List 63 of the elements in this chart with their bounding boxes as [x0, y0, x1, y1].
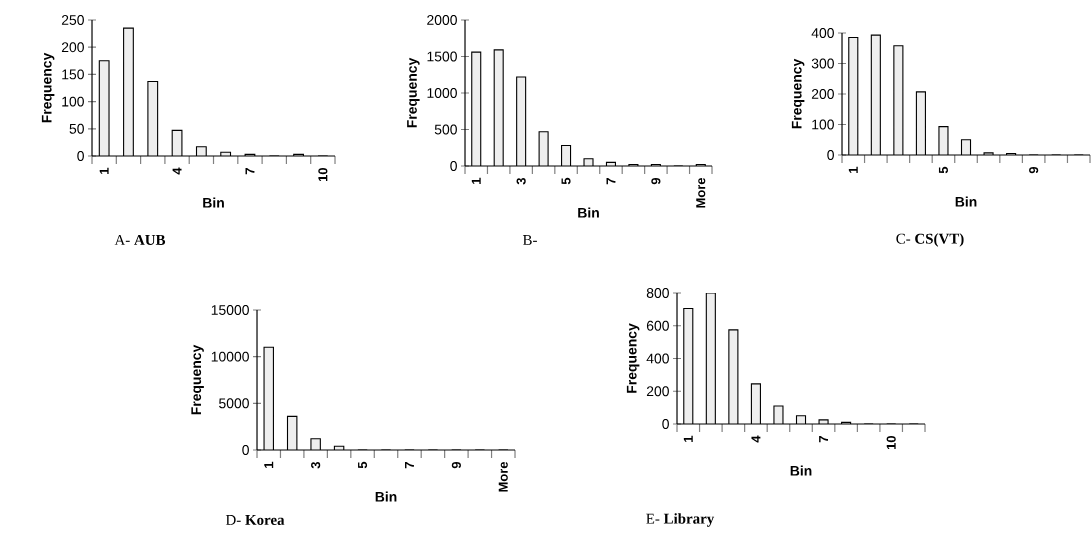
x-tick-label: 1: [471, 177, 481, 184]
x-tick-label: 9: [1029, 166, 1039, 174]
x-tick-label: 5: [358, 461, 368, 469]
y-tick-label: 200: [811, 89, 834, 99]
y-axis-title: Frequency: [407, 57, 420, 128]
y-tick-label: 0: [662, 419, 669, 429]
x-tick-label: 1: [683, 435, 693, 442]
text: D- Korea: [225, 515, 285, 525]
y-axis-title: Frequency: [191, 344, 204, 415]
x-tick-label: 10: [318, 168, 328, 182]
y-tick-label: 200: [61, 42, 84, 53]
x-tick-label: 3: [311, 461, 321, 469]
y-tick-label: 0: [827, 150, 834, 160]
y-tick-label: 10000: [211, 351, 249, 362]
x-tick-label: 1: [264, 461, 274, 468]
y-tick-label: 1500: [427, 51, 457, 62]
x-tick-label: 7: [606, 178, 616, 185]
y-tick-label: 2000: [427, 15, 457, 25]
y-tick-label: 0: [77, 151, 84, 161]
y-tick-label: 200: [646, 386, 669, 397]
x-tick-label: 7: [405, 462, 414, 469]
y-tick-label: 0: [242, 445, 249, 455]
text: C- CS(VT): [896, 233, 964, 247]
x-tick-label: 5: [938, 166, 948, 174]
y-tick-label: 400: [646, 353, 669, 364]
x-tick-label: More: [696, 177, 706, 208]
y-tick-label: 50: [69, 123, 84, 134]
y-tick-label: 5000: [219, 398, 249, 409]
y-tick-label: 400: [811, 28, 834, 38]
y-axis-title: Frequency: [626, 323, 640, 393]
x-tick-label: 9: [451, 461, 461, 469]
y-tick-label: 100: [62, 96, 84, 107]
x-tick-label: 10: [886, 436, 896, 450]
y-tick-label: 1000: [427, 88, 457, 98]
y-tick-label: 250: [61, 15, 84, 25]
x-axis-title: Bin: [203, 197, 224, 208]
x-tick-label: 4: [751, 435, 761, 443]
text: B-: [522, 235, 537, 245]
text: E- Library: [646, 513, 715, 527]
x-tick-label: 7: [819, 436, 829, 443]
x-axis-title: Bin: [375, 491, 397, 502]
y-tick-label: 100: [812, 119, 834, 130]
y-tick-label: 500: [434, 124, 457, 135]
x-tick-label: 1: [99, 167, 109, 174]
y-tick-label: 800: [646, 288, 669, 298]
x-tick-label: 1: [848, 166, 858, 173]
y-tick-label: 150: [62, 69, 84, 80]
x-tick-label: 4: [172, 167, 182, 175]
y-axis-title: Frequency: [791, 58, 805, 129]
x-axis-title: Bin: [790, 465, 812, 476]
y-tick-label: 15000: [211, 305, 249, 315]
x-tick-label: 7: [245, 168, 255, 175]
x-axis-title: Bin: [578, 207, 599, 218]
x-axis-title: Bin: [955, 196, 977, 207]
x-tick-label: 5: [561, 177, 571, 185]
y-tick-label: 600: [646, 320, 669, 331]
x-tick-label: More: [498, 461, 508, 492]
x-tick-label: 9: [651, 177, 661, 185]
y-tick-label: 0: [450, 161, 457, 171]
y-axis-title: Frequency: [41, 52, 55, 123]
text: A- AUB: [114, 234, 166, 245]
y-tick-label: 300: [811, 58, 834, 69]
x-tick-label: 3: [516, 177, 526, 185]
